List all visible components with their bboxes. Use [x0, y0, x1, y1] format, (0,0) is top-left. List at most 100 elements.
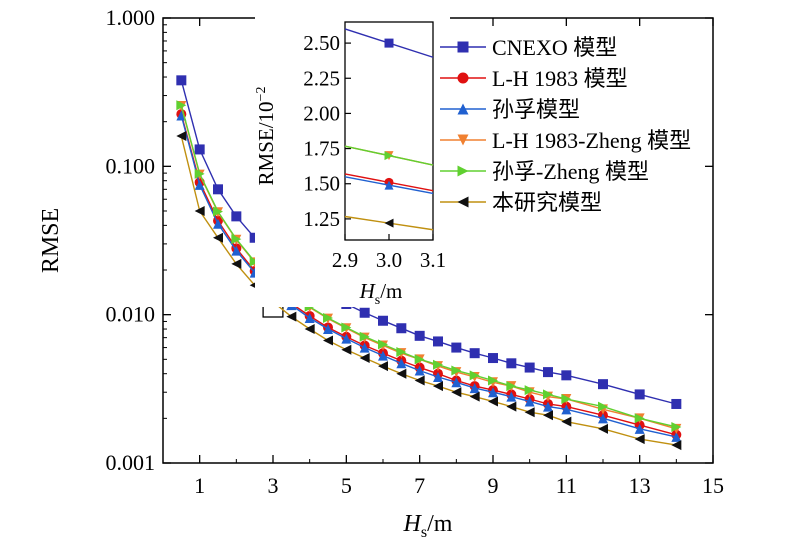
data-point [323, 324, 333, 335]
main-series-group [176, 75, 682, 451]
data-point [341, 344, 352, 355]
x-axis-title: Hs/m [403, 511, 453, 541]
y-axis-title: RMSE [38, 208, 64, 273]
legend-label: 本研究模型 [492, 190, 602, 215]
data-point [231, 258, 242, 269]
data-point [598, 413, 608, 424]
data-point [671, 431, 682, 442]
data-point [561, 404, 572, 415]
data-point [359, 331, 370, 342]
data-point [378, 339, 388, 350]
legend-item: L-H 1983-Zheng 模型 [440, 128, 691, 153]
legend-marker [457, 41, 469, 53]
data-point [231, 234, 242, 245]
data-point [194, 144, 205, 155]
inset-y-tick-label: 2.25 [303, 66, 340, 90]
data-point [671, 398, 682, 409]
data-point [396, 347, 407, 358]
data-point [488, 387, 498, 398]
data-point [194, 205, 205, 216]
y-tick-label: 0.001 [106, 450, 156, 475]
data-point [433, 381, 443, 392]
data-point [341, 322, 352, 333]
data-point [561, 416, 572, 427]
legend-marker [457, 165, 469, 177]
data-point [414, 365, 425, 376]
data-point [598, 401, 608, 412]
inset-data-point [384, 180, 394, 190]
inset-x-tick-label: 3.0 [376, 248, 402, 272]
data-point [469, 383, 480, 394]
inset-data-point [384, 151, 394, 161]
legend-item: L-H 1983 模型 [440, 66, 628, 91]
data-point [414, 330, 425, 341]
x-tick-label: 11 [556, 473, 577, 498]
data-point [176, 100, 187, 111]
data-point [378, 361, 388, 372]
inset-y-tick-label: 1.50 [303, 172, 340, 196]
data-point [213, 232, 223, 243]
data-point [524, 407, 535, 418]
data-point [506, 391, 517, 402]
data-point [231, 245, 242, 256]
inset-y-axis-title: RMSE/10−2 [254, 87, 278, 186]
data-point [598, 379, 608, 390]
legend-marker [457, 196, 469, 208]
data-point [414, 375, 425, 386]
series- [176, 131, 682, 451]
inset-y-tick-label: 1.25 [303, 207, 340, 231]
data-point [561, 394, 572, 405]
data-point [451, 365, 462, 376]
data-point [598, 423, 608, 434]
data-point [451, 342, 462, 353]
inset-series- [344, 176, 434, 195]
data-point [213, 218, 223, 229]
data-point [469, 370, 480, 381]
data-point [194, 179, 205, 190]
y-tick-label: 1.000 [106, 5, 156, 30]
data-point [249, 256, 260, 267]
data-point [176, 75, 187, 86]
y-tick-label: 0.010 [106, 302, 156, 327]
legend-label: CNEXO 模型 [492, 35, 617, 60]
data-point [671, 440, 682, 451]
inset-frame [344, 21, 434, 241]
data-point [469, 391, 480, 402]
data-point [634, 423, 645, 434]
inset-data-point [384, 218, 394, 228]
legend-label: 孙孚-Zheng 模型 [492, 159, 649, 184]
y-tick-label: 0.100 [106, 153, 156, 178]
data-point [341, 333, 352, 344]
inset-y-tick-label: 1.75 [303, 137, 340, 161]
x-tick-label: 15 [702, 473, 724, 498]
data-point [194, 168, 205, 179]
data-point [414, 354, 425, 365]
data-point [543, 389, 553, 400]
inset-series- [344, 215, 434, 231]
data-point [323, 312, 333, 323]
data-point [543, 410, 553, 421]
data-point [359, 307, 370, 318]
data-point [378, 350, 388, 361]
data-point [249, 232, 260, 243]
data-point [634, 413, 645, 424]
data-point [488, 353, 498, 364]
data-point [671, 421, 682, 432]
data-point [286, 311, 297, 322]
data-point [213, 184, 223, 195]
inset-series-zheng [344, 145, 434, 166]
inset-x-tick-label: 3.1 [420, 248, 446, 272]
legend-item: 孙孚模型 [440, 97, 580, 122]
data-point [506, 381, 517, 392]
data-point [469, 348, 480, 359]
data-point [359, 342, 370, 353]
data-point [378, 315, 388, 326]
inset-plot: 2.9 3.0 3.1 1.25 1.50 1.75 2.00 2.25 2.50 RMSE/10… [254, 17, 450, 308]
inset-data-point [384, 38, 394, 48]
data-point [524, 362, 535, 373]
inset-x-tick-label: 2.9 [332, 248, 358, 272]
series- [176, 110, 682, 442]
data-point [488, 375, 498, 386]
